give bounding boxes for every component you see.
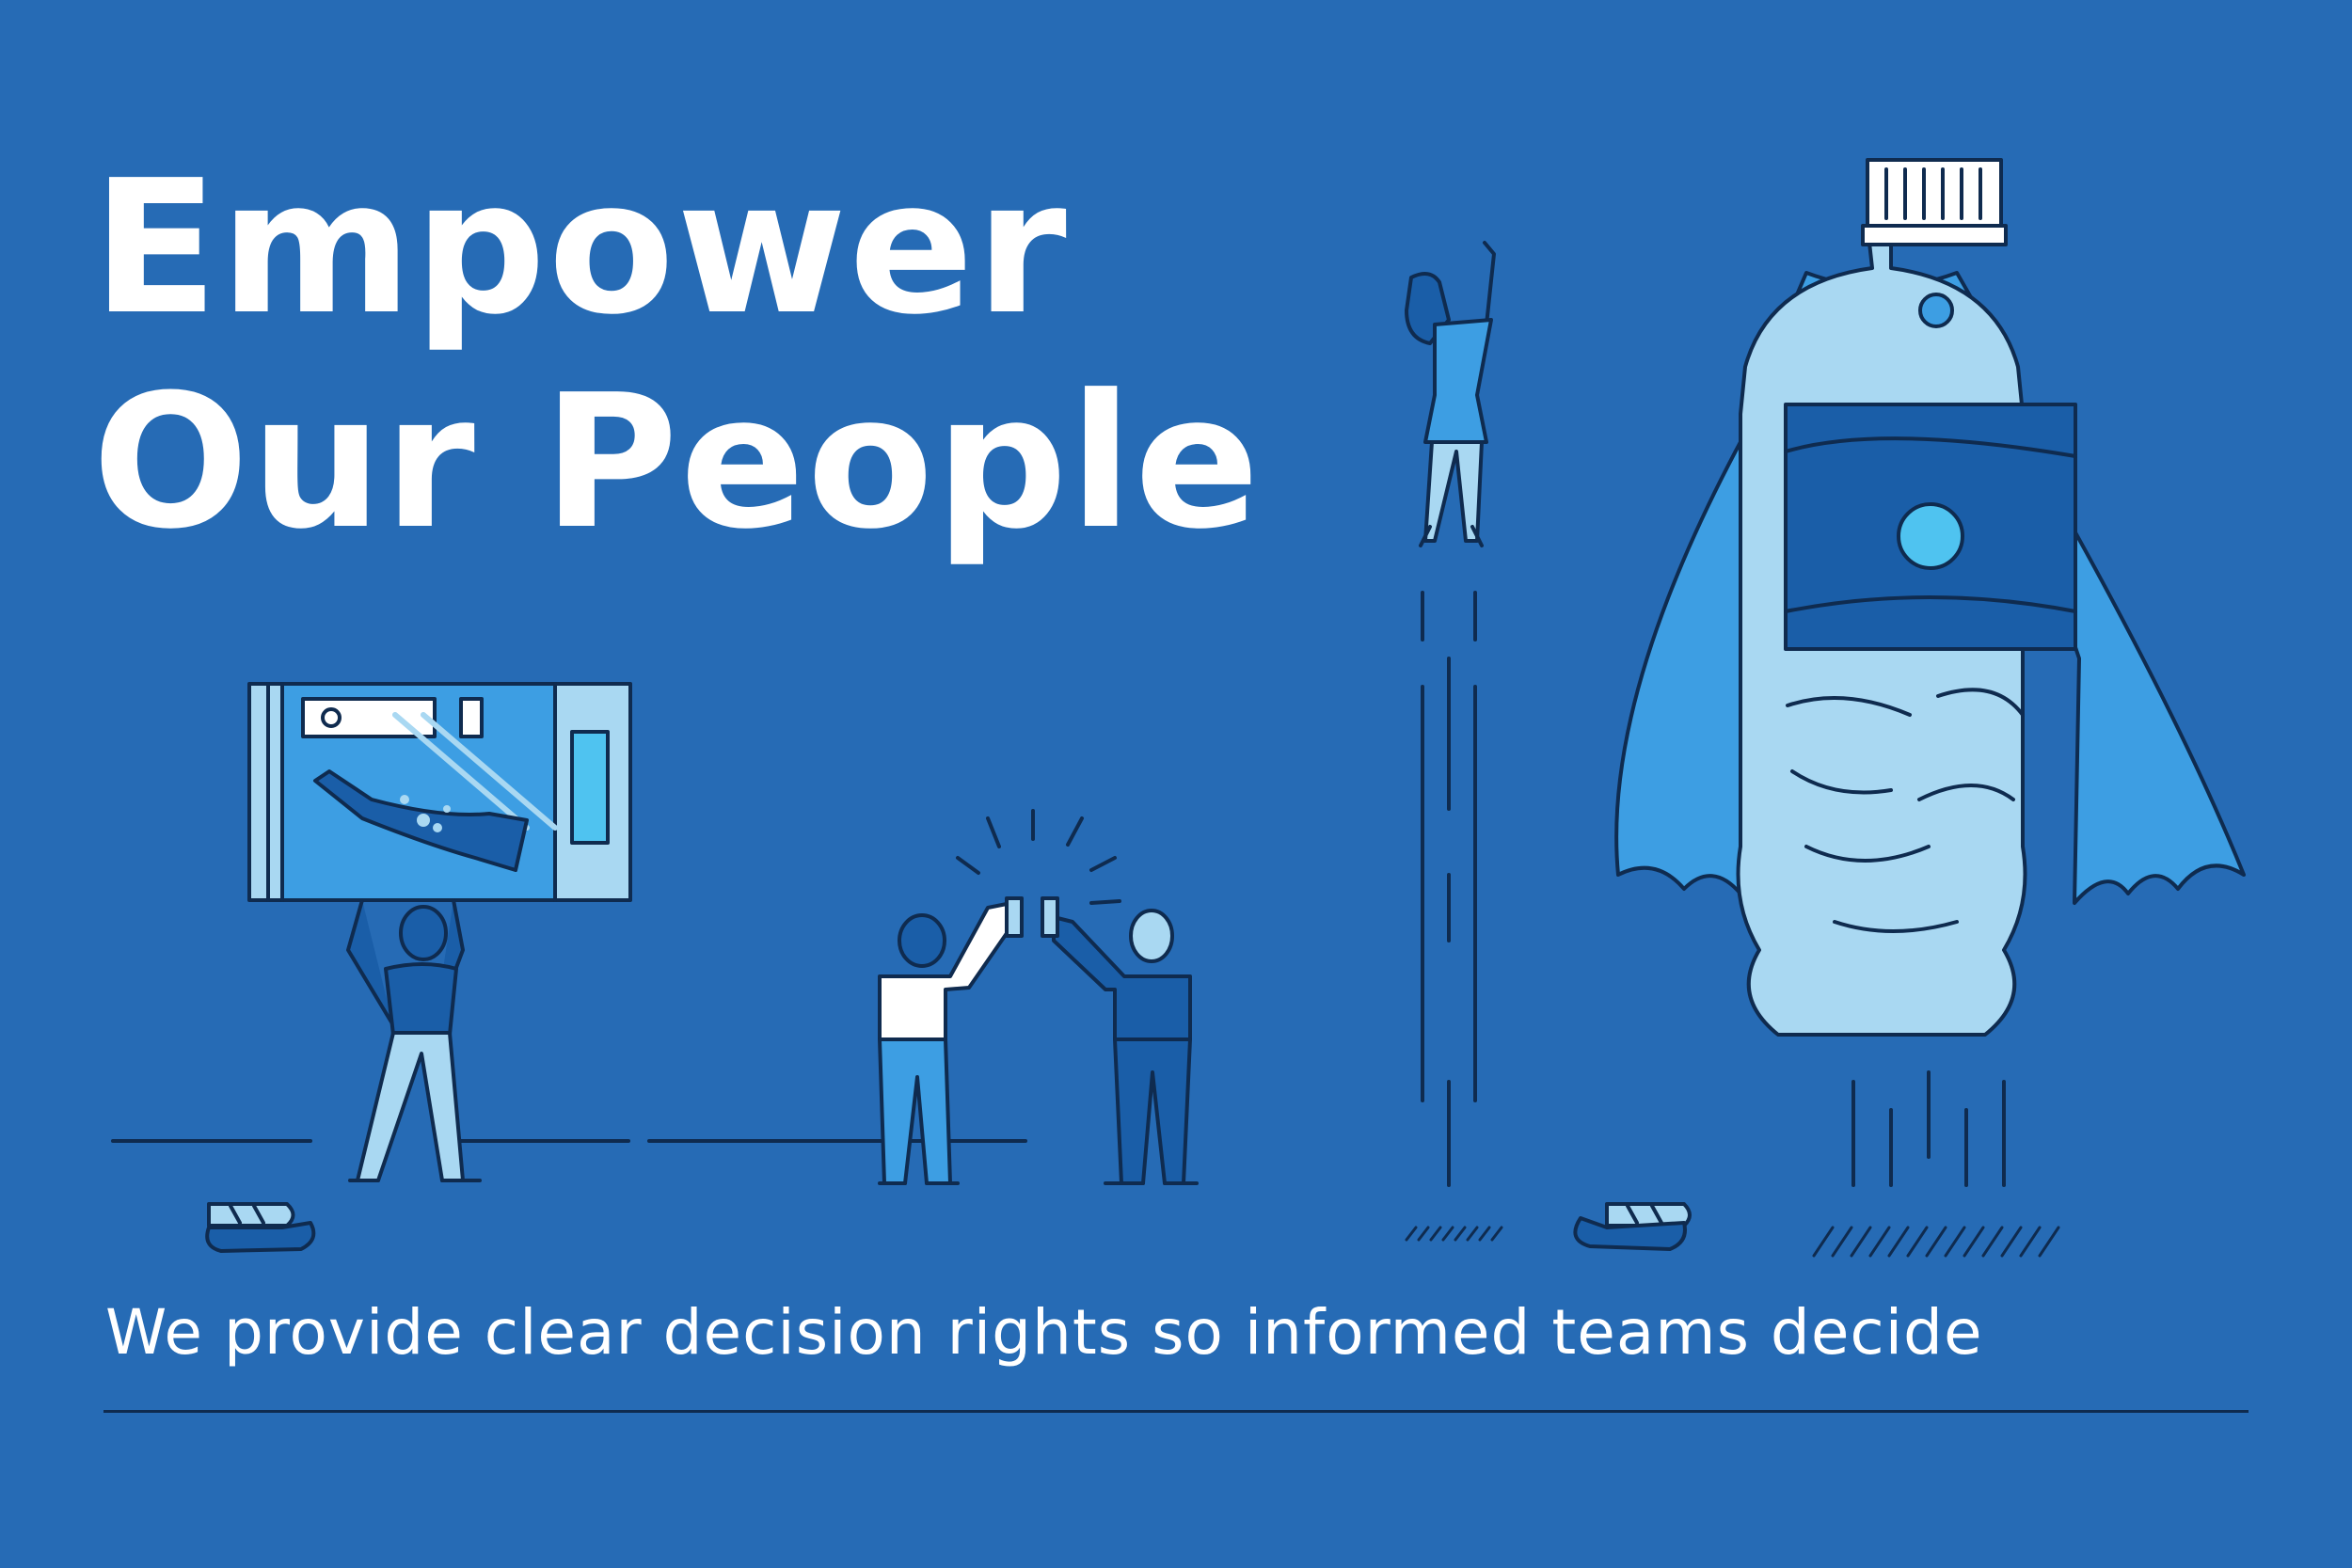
headline: Empower Our People [92,141,1262,570]
tagline: We provide clear decision rights so info… [105,1296,1983,1369]
crushed-bottle-icon [205,1202,316,1253]
woman-flying-upward [1405,241,1503,1242]
caped-bottle-rocket [1614,158,2246,1258]
headline-line-1: Empower [92,141,1069,356]
headline-line-2: Our People [92,356,1262,570]
person-lifting-screen [346,898,482,1182]
bottle-icon [313,769,529,872]
two-people-high-five [878,809,1199,1185]
bottom-rule [103,1410,2249,1413]
crushed-bottle-icon-2 [1573,1202,1692,1251]
vending-screen [247,682,632,902]
